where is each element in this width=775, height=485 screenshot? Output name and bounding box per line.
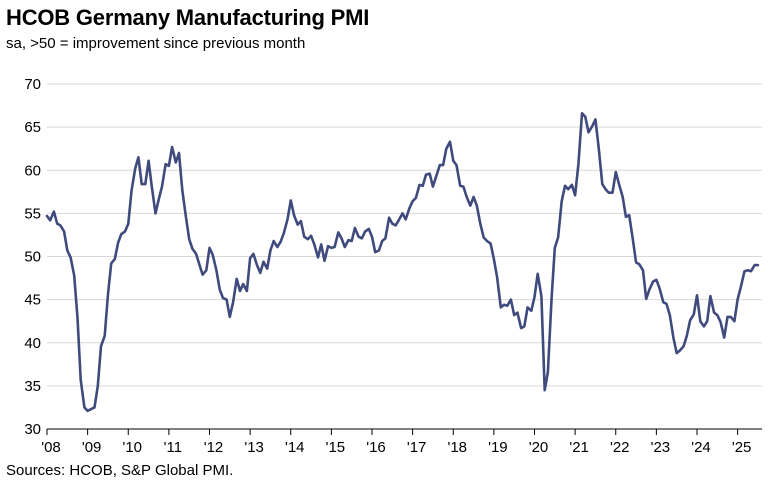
x-axis: '08 '09 '10 '11 '12 '13 '14 '15 '16 '17 '18 '19 '20 '… — [41, 428, 762, 456]
x-tick-label: '23 — [651, 439, 671, 456]
x-tick-label: '15 — [326, 439, 346, 456]
source-note: Sources: HCOB, S&P Global PMI. — [6, 462, 234, 479]
x-tick-label: '16 — [366, 439, 386, 456]
y-axis: 30 35 40 45 50 55 60 65 70 — [24, 76, 41, 438]
y-tick-label: 35 — [24, 378, 41, 395]
gridlines — [47, 83, 762, 387]
x-tick-label: '09 — [82, 439, 102, 456]
y-tick-label: 30 — [24, 421, 41, 438]
x-tick-label: '11 — [164, 439, 182, 456]
x-tick-label: '14 — [285, 439, 305, 456]
y-tick-label: 50 — [24, 249, 41, 266]
pmi-series-line — [45, 112, 760, 413]
x-tick-label: '08 — [41, 439, 61, 456]
x-tick-label: '13 — [244, 439, 264, 456]
x-tick-label: '18 — [447, 439, 467, 456]
y-tick-label: 65 — [24, 119, 41, 136]
x-tick-label: '21 — [569, 439, 589, 456]
x-tick-label: '25 — [732, 439, 752, 456]
chart-title: HCOB Germany Manufacturing PMI — [6, 5, 370, 30]
y-tick-label: 40 — [24, 335, 41, 352]
x-tick-label: '22 — [610, 439, 630, 456]
x-tick-label: '20 — [529, 439, 549, 456]
y-tick-label: 45 — [24, 292, 41, 309]
y-tick-label: 55 — [24, 205, 41, 222]
x-tick-label: '10 — [122, 439, 142, 456]
y-tick-label: 70 — [24, 76, 41, 93]
x-tick-label: '12 — [204, 439, 224, 456]
x-tick-label: '17 — [407, 439, 427, 456]
y-tick-label: 60 — [24, 162, 41, 179]
x-tick-label: '24 — [691, 439, 711, 456]
x-tick-label: '19 — [488, 439, 508, 456]
chart-subtitle: sa, >50 = improvement since previous mon… — [6, 35, 306, 52]
